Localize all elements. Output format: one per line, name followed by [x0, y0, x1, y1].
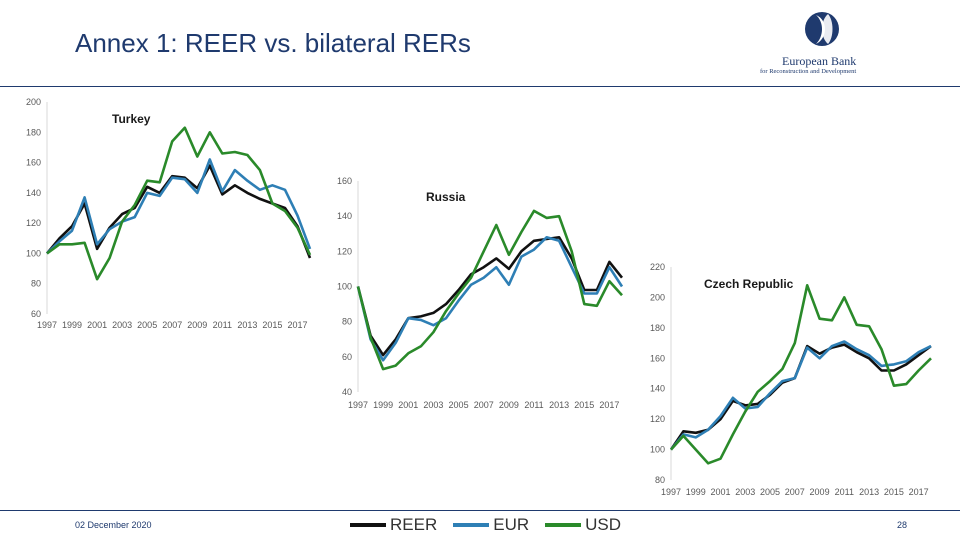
russia-chart: 40 60 80 100 120 140 160 1997 1999 2001 2003 2005 20… — [337, 176, 624, 410]
turkey-x-tick-label: 2007 — [162, 320, 182, 330]
turkey-y-tick-label: 60 — [31, 309, 41, 319]
czech-republic-y-tick-label: 180 — [650, 323, 665, 333]
turkey-y-tick-label: 160 — [26, 158, 41, 168]
ebrd-logo: European Bank for Reconstruction and Dev… — [760, 8, 890, 78]
turkey-series-eur-line — [46, 158, 312, 255]
chart-legend: REER EUR USD — [350, 514, 637, 536]
russia-x-tick-label: 2011 — [524, 400, 543, 410]
turkey-chart: 60 80 100 120 140 160 180 200 1997 1999 2001 2003 20… — [26, 97, 312, 330]
turkey-x-tick-label: 2001 — [87, 320, 107, 330]
page-number: 28 — [897, 520, 908, 530]
russia-x-tick-label: 2017 — [599, 400, 619, 410]
turkey-x-tick-label: 1997 — [37, 320, 57, 330]
russia-x-tick-label: 2003 — [423, 400, 443, 410]
czech-republic-x-tick-label: 2009 — [810, 487, 830, 497]
turkey-y-tick-label: 100 — [26, 248, 41, 258]
turkey-y-tick-label: 200 — [26, 97, 41, 107]
russia-x-tick-label: 2005 — [449, 400, 469, 410]
czech-republic-x-tick-label: 1997 — [661, 487, 681, 497]
logo-subtitle: for Reconstruction and Development — [760, 68, 857, 75]
turkey-series-reer-line — [45, 164, 312, 259]
russia-y-tick-label: 160 — [337, 176, 352, 186]
czech-republic-x-tick-label: 1999 — [686, 487, 706, 497]
czech-republic-x-tick-label: 2005 — [760, 487, 780, 497]
turkey-y-tick-label: 180 — [26, 127, 41, 137]
russia-y-tick-label: 140 — [337, 211, 352, 221]
turkey-y-tick-label: 120 — [26, 218, 41, 228]
ebrd-emblem-icon — [805, 12, 839, 46]
russia-chart-title: Russia — [426, 190, 466, 204]
turkey-x-tick-label: 2009 — [187, 320, 207, 330]
russia-y-tick-label: 100 — [337, 282, 352, 292]
czech-republic-x-tick-label: 2013 — [859, 487, 879, 497]
turkey-x-tick-label: 2013 — [237, 320, 257, 330]
russia-y-tick-label: 120 — [337, 246, 352, 256]
czech-republic-x-tick-label: 2011 — [835, 487, 854, 497]
legend-label-reer: REER — [390, 515, 438, 534]
czech-republic-chart-title: Czech Republic — [704, 277, 794, 291]
czech-republic-y-tick-label: 220 — [650, 262, 665, 272]
turkey-y-tick-label: 140 — [26, 188, 41, 198]
czech-republic-y-tick-label: 140 — [650, 384, 665, 394]
czech-republic-y-tick-label: 160 — [650, 353, 665, 363]
header-divider — [0, 86, 960, 87]
russia-x-tick-label: 2007 — [474, 400, 494, 410]
czech-republic-y-tick-label: 100 — [650, 445, 665, 455]
legend-item-eur: EUR — [453, 515, 529, 535]
turkey-x-tick-label: 2005 — [137, 320, 157, 330]
russia-x-tick-label: 2009 — [499, 400, 519, 410]
russia-x-tick-label: 2015 — [574, 400, 594, 410]
czech-republic-series-eur-line — [669, 340, 932, 451]
turkey-x-tick-label: 2011 — [213, 320, 232, 330]
czech-republic-chart: 80 100 120 140 160 180 200 220 1997 1999 2001 2003 2… — [650, 262, 932, 497]
russia-y-tick-label: 40 — [342, 387, 352, 397]
czech-republic-y-tick-label: 80 — [655, 475, 665, 485]
czech-republic-y-tick-label: 200 — [650, 292, 665, 302]
turkey-chart-title: Turkey — [112, 112, 151, 126]
czech-republic-y-tick-label: 120 — [650, 414, 665, 424]
czech-republic-x-tick-label: 2003 — [735, 487, 755, 497]
czech-republic-x-tick-label: 2015 — [884, 487, 904, 497]
footer-divider — [0, 510, 960, 511]
page-title: Annex 1: REER vs. bilateral RERs — [75, 28, 471, 58]
legend-swatch-usd — [545, 523, 582, 527]
russia-x-tick-label: 2013 — [549, 400, 569, 410]
logo-name: European Bank — [782, 54, 857, 68]
czech-republic-x-tick-label: 2001 — [711, 487, 731, 497]
turkey-y-tick-label: 80 — [31, 279, 41, 289]
legend-swatch-eur — [453, 523, 490, 527]
czech-republic-x-tick-label: 2007 — [785, 487, 805, 497]
footer-date: 02 December 2020 — [75, 520, 152, 530]
legend-label-usd: USD — [585, 515, 622, 534]
czech-republic-series-usd-line — [670, 283, 932, 465]
turkey-x-tick-label: 1999 — [62, 320, 82, 330]
russia-x-tick-label: 1997 — [348, 400, 368, 410]
russia-y-tick-label: 80 — [342, 317, 352, 327]
legend-item-reer: REER — [350, 515, 437, 535]
legend-label-eur: EUR — [493, 515, 530, 534]
turkey-series-usd-line — [46, 126, 312, 281]
turkey-x-tick-label: 2003 — [112, 320, 132, 330]
turkey-x-tick-label: 2015 — [262, 320, 282, 330]
czech-republic-x-tick-label: 2017 — [909, 487, 929, 497]
turkey-x-tick-label: 2017 — [287, 320, 307, 330]
russia-series-usd-line — [356, 209, 623, 371]
russia-x-tick-label: 2001 — [398, 400, 418, 410]
legend-item-usd: USD — [545, 515, 621, 535]
russia-x-tick-label: 1999 — [373, 400, 393, 410]
legend-swatch-reer — [350, 523, 386, 527]
russia-y-tick-label: 60 — [342, 352, 352, 362]
